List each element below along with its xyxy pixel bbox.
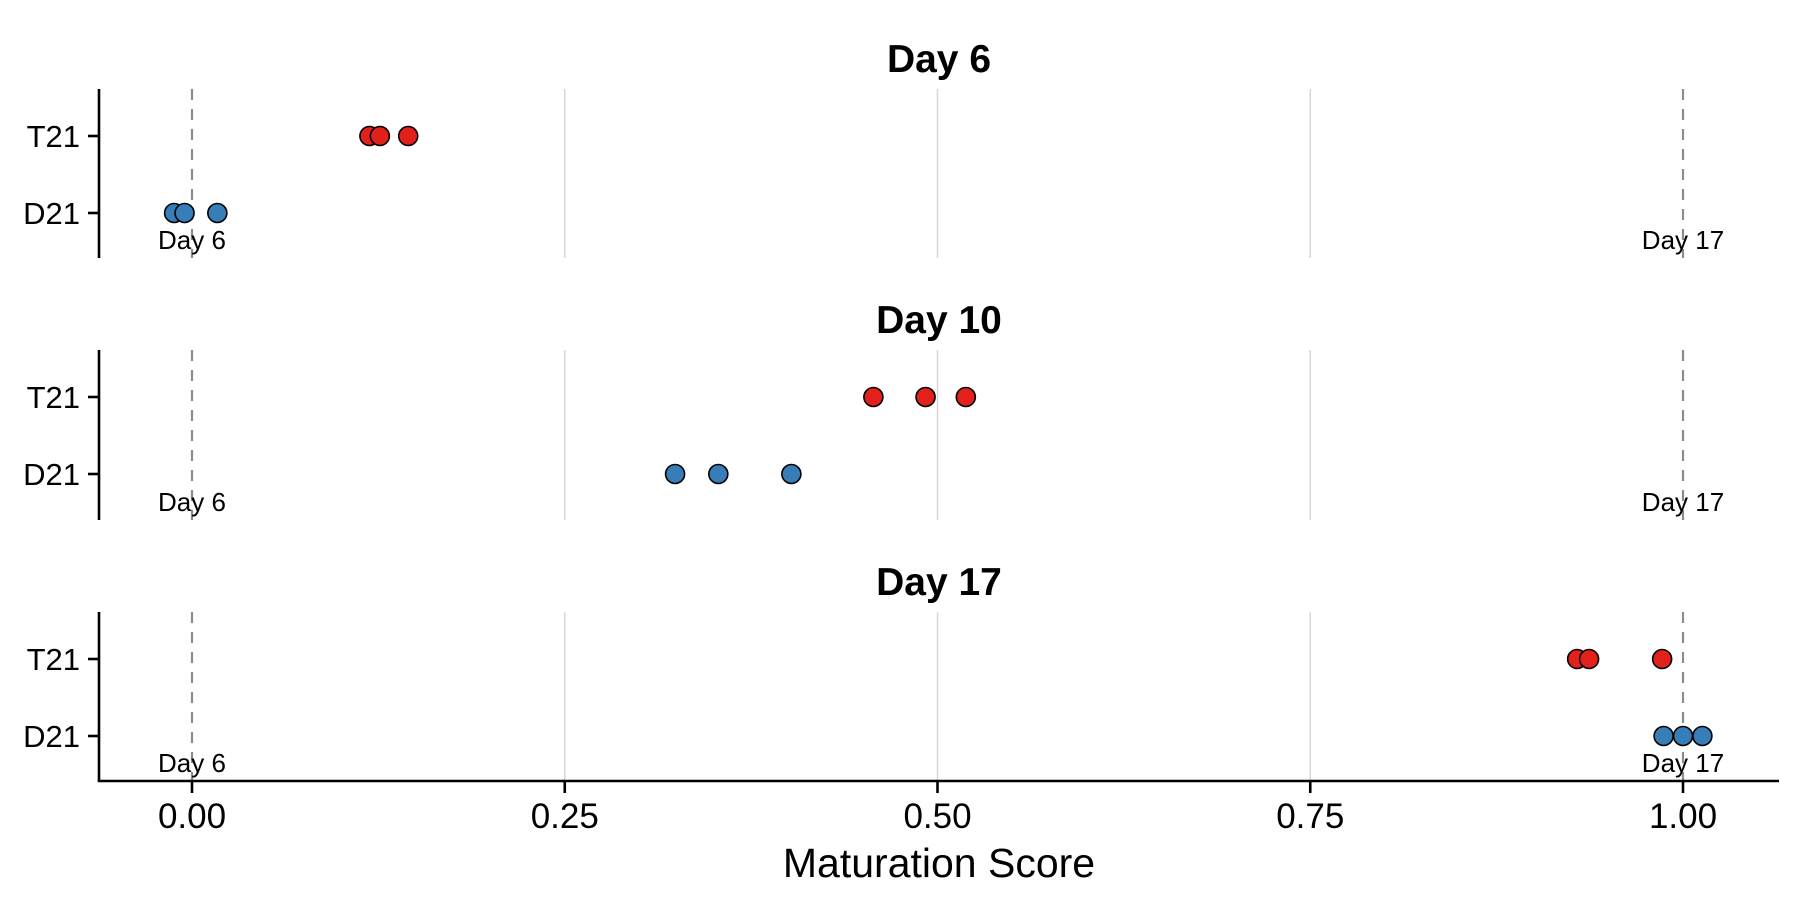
x-tick-label-0: 0.00 — [158, 797, 226, 836]
x-tick-label-4: 1.00 — [1649, 797, 1717, 836]
data-point-d21-0 — [1653, 725, 1674, 747]
ref-annotation-1: Day 17 — [1642, 748, 1724, 778]
panel-title-0: Day 6 — [887, 38, 991, 81]
data-point-t21-1 — [1578, 648, 1600, 670]
x-tick-label-3: 0.75 — [1276, 797, 1344, 836]
row-label-d21: D21 — [23, 457, 80, 492]
x-tick-label-2: 0.50 — [903, 797, 971, 836]
row-label-d21: D21 — [23, 719, 80, 754]
data-point-t21-2 — [955, 386, 977, 408]
row-label-t21: T21 — [27, 380, 80, 415]
panel-day-10: T21 D21 Day 6 Day 17 Day 10 — [23, 299, 1724, 520]
ref-annotation-0: Day 6 — [158, 225, 226, 255]
row-label-t21: T21 — [27, 119, 80, 154]
row-label-t21: T21 — [27, 642, 80, 677]
data-point-d21-2 — [781, 463, 802, 485]
chart-root: T21 D21 Day 6 Day 17 Day 6 T21 D21 Day 6 Day 17 D… — [23, 38, 1779, 886]
x-tick-label-1: 0.25 — [531, 797, 599, 836]
data-point-d21-2 — [1692, 725, 1713, 747]
data-point-t21-1 — [369, 125, 391, 147]
data-point-t21-2 — [397, 125, 419, 147]
x-axis: 0.00 0.25 0.50 0.75 1.00 Maturation Score — [97, 779, 1779, 886]
data-point-t21-0 — [863, 386, 884, 408]
ref-annotation-0: Day 6 — [158, 748, 226, 778]
data-point-d21-0 — [664, 463, 686, 485]
x-axis-title: Maturation Score — [783, 840, 1095, 886]
data-point-d21-2 — [207, 202, 228, 224]
data-point-d21-1 — [174, 202, 195, 224]
data-point-t21-2 — [1651, 648, 1673, 670]
row-label-d21: D21 — [23, 196, 80, 231]
panel-title-1: Day 10 — [876, 299, 1002, 342]
panel-day-6: T21 D21 Day 6 Day 17 Day 6 — [23, 38, 1724, 258]
data-point-d21-1 — [1672, 725, 1694, 747]
ref-annotation-0: Day 6 — [158, 487, 226, 517]
data-point-t21-1 — [915, 386, 936, 408]
ref-annotation-1: Day 17 — [1642, 487, 1724, 517]
panel-title-2: Day 17 — [876, 561, 1002, 604]
panel-day-17: T21 D21 Day 6 Day 17 Day 17 — [23, 561, 1724, 781]
data-point-d21-1 — [708, 463, 729, 485]
ref-annotation-1: Day 17 — [1642, 225, 1724, 255]
